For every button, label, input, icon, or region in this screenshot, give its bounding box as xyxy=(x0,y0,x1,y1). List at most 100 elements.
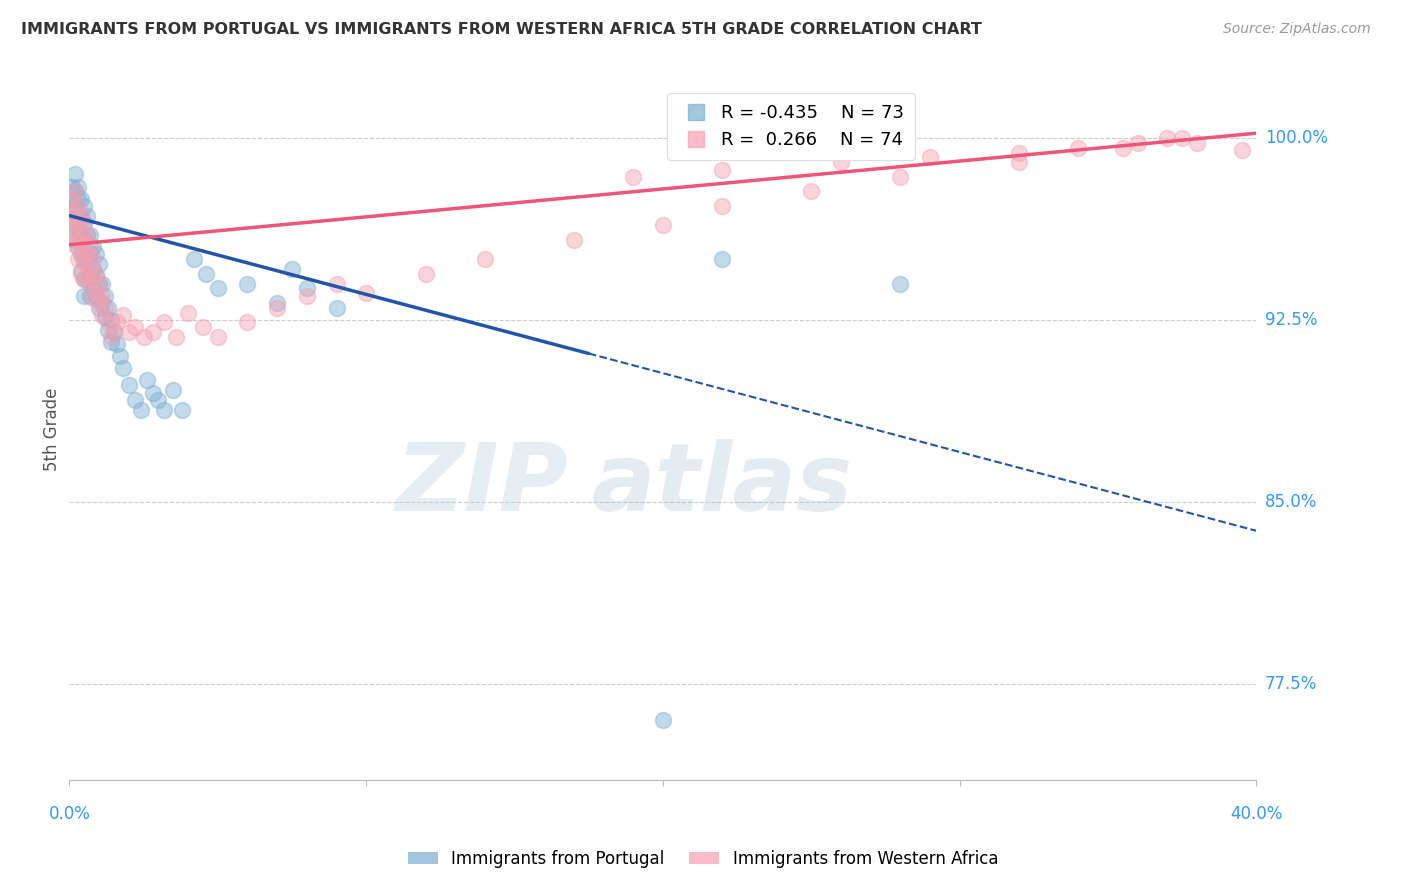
Point xyxy=(1156,131,1178,145)
Point xyxy=(65,237,87,252)
Point xyxy=(76,209,98,223)
Point xyxy=(266,301,288,315)
Point xyxy=(172,402,194,417)
Point xyxy=(207,330,229,344)
Point xyxy=(65,233,87,247)
Point xyxy=(89,296,111,310)
Point xyxy=(651,219,673,233)
Point xyxy=(65,220,87,235)
Point xyxy=(82,271,104,285)
Point xyxy=(76,267,98,281)
Point xyxy=(73,254,96,268)
Point xyxy=(1171,131,1194,145)
Point xyxy=(94,310,117,325)
Point xyxy=(129,402,152,417)
Point xyxy=(65,216,87,230)
Point xyxy=(79,240,101,254)
Text: IMMIGRANTS FROM PORTUGAL VS IMMIGRANTS FROM WESTERN AFRICA 5TH GRADE CORRELATION: IMMIGRANTS FROM PORTUGAL VS IMMIGRANTS F… xyxy=(21,22,981,37)
Point xyxy=(65,185,87,199)
Y-axis label: 5th Grade: 5th Grade xyxy=(44,387,60,471)
Point xyxy=(84,269,107,284)
Point xyxy=(67,233,90,247)
Point xyxy=(65,185,87,199)
Point xyxy=(124,392,146,407)
Text: 85.0%: 85.0% xyxy=(1265,492,1317,511)
Point xyxy=(830,155,852,169)
Point xyxy=(76,227,98,242)
Point xyxy=(67,209,90,223)
Point xyxy=(236,277,259,291)
Point xyxy=(1112,141,1135,155)
Point xyxy=(135,374,157,388)
Point xyxy=(207,281,229,295)
Point xyxy=(70,264,93,278)
Point xyxy=(100,334,122,349)
Text: 92.5%: 92.5% xyxy=(1265,311,1317,329)
Point xyxy=(73,216,96,230)
Point xyxy=(70,209,93,223)
Point xyxy=(79,269,101,284)
Point xyxy=(76,252,98,267)
Point xyxy=(91,296,114,310)
Point xyxy=(89,277,111,291)
Point xyxy=(65,168,87,182)
Point xyxy=(162,383,184,397)
Point xyxy=(97,301,120,315)
Text: 0.0%: 0.0% xyxy=(49,805,90,823)
Point xyxy=(183,252,205,267)
Point xyxy=(67,199,90,213)
Point xyxy=(79,260,101,274)
Point xyxy=(73,271,96,285)
Point xyxy=(711,199,734,213)
Point xyxy=(89,257,111,271)
Point xyxy=(70,227,93,242)
Point xyxy=(153,315,176,329)
Point xyxy=(67,179,90,194)
Legend: R = -0.435    N = 73, R =  0.266    N = 74: R = -0.435 N = 73, R = 0.266 N = 74 xyxy=(666,94,915,161)
Point xyxy=(76,271,98,285)
Point xyxy=(103,322,125,336)
Point xyxy=(73,235,96,250)
Point xyxy=(103,325,125,339)
Point xyxy=(100,313,122,327)
Point xyxy=(91,288,114,302)
Point xyxy=(325,301,347,315)
Point xyxy=(62,192,84,206)
Point xyxy=(82,262,104,277)
Point xyxy=(62,223,84,237)
Point xyxy=(354,286,377,301)
Point xyxy=(105,337,128,351)
Point xyxy=(194,267,217,281)
Text: 100.0%: 100.0% xyxy=(1265,129,1327,147)
Point xyxy=(1008,155,1031,169)
Point xyxy=(82,252,104,267)
Point xyxy=(295,288,318,302)
Point xyxy=(89,301,111,315)
Point xyxy=(65,203,87,218)
Point xyxy=(266,296,288,310)
Point xyxy=(1230,143,1253,157)
Point xyxy=(82,291,104,305)
Point xyxy=(79,288,101,302)
Point xyxy=(141,325,163,339)
Point xyxy=(70,227,93,242)
Point xyxy=(84,267,107,281)
Point xyxy=(73,271,96,285)
Point xyxy=(141,385,163,400)
Point xyxy=(236,315,259,329)
Point xyxy=(79,227,101,242)
Point xyxy=(62,179,84,194)
Point xyxy=(100,330,122,344)
Point xyxy=(84,286,107,301)
Point xyxy=(67,192,90,206)
Point xyxy=(124,320,146,334)
Point xyxy=(118,378,141,392)
Point xyxy=(89,277,111,291)
Point xyxy=(70,209,93,223)
Point xyxy=(621,169,644,184)
Point xyxy=(70,247,93,261)
Point xyxy=(1067,141,1090,155)
Point xyxy=(711,252,734,267)
Point xyxy=(82,281,104,295)
Point xyxy=(111,361,134,376)
